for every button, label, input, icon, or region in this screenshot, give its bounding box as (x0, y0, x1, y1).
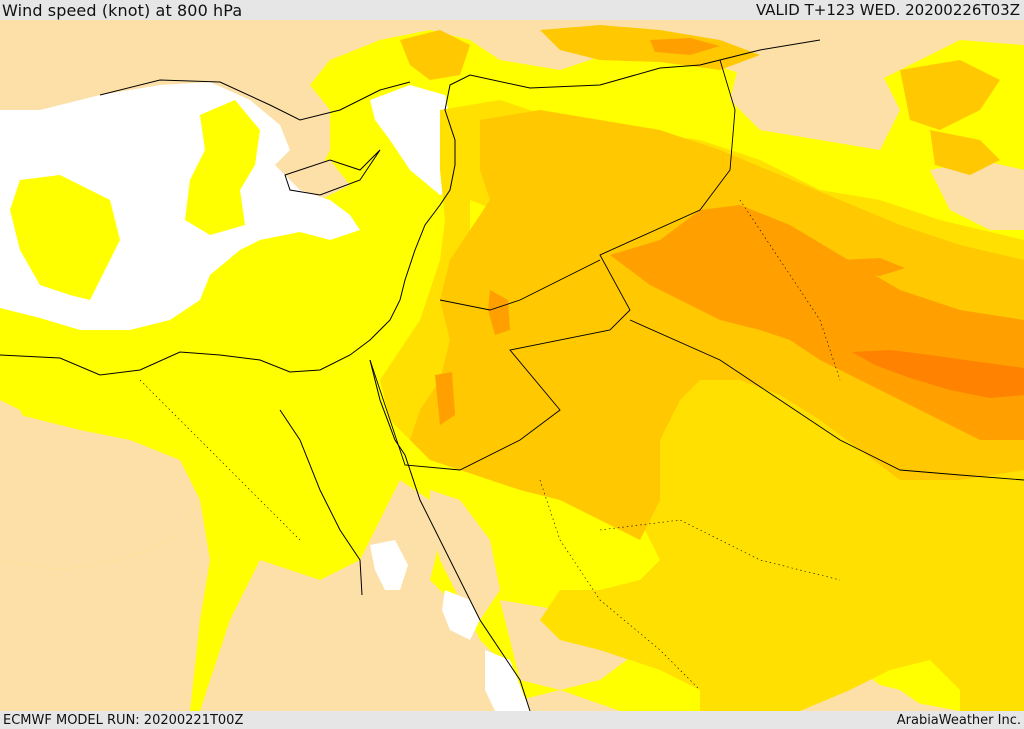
band-light-2 (430, 490, 500, 620)
model-run: ECMWF MODEL RUN: 20200221T00Z (3, 712, 244, 728)
band-orange-4 (435, 372, 455, 425)
band-yellow-blob (10, 175, 120, 300)
map-title: Wind speed (knot) at 800 hPa (2, 0, 243, 20)
band-white-5 (485, 650, 530, 711)
country-borders (369, 59, 1024, 481)
band-orange-2 (840, 258, 905, 276)
valid-time: VALID T+123 WED. 20200226T03Z (755, 1, 1020, 19)
band-amber (410, 110, 1024, 540)
band-yellow-blob-2 (185, 100, 260, 235)
band-light-7 (930, 160, 1024, 230)
band-light-1 (0, 500, 210, 711)
band-orange-3 (650, 38, 720, 55)
band-amber-5 (930, 130, 1000, 175)
footer-bar: ECMWF MODEL RUN: 20200221T00Z ArabiaWeat… (0, 711, 1024, 729)
header-bar: Wind speed (knot) at 800 hPa VALID T+123… (0, 0, 1024, 20)
band-amber-3 (540, 25, 760, 70)
band-amber-2 (400, 30, 470, 80)
band-white-3 (370, 540, 408, 590)
band-dark-orange (852, 350, 1024, 398)
band-orange-5 (488, 290, 510, 335)
region-borders (139, 199, 841, 691)
band-light-6 (730, 50, 900, 150)
band-light-4 (0, 400, 30, 440)
credit: ArabiaWeather Inc. (896, 712, 1021, 728)
band-white-4 (442, 590, 480, 640)
wind-speed-map (0, 20, 1024, 711)
band-orange (610, 205, 1024, 440)
band-white-2 (370, 85, 460, 195)
coastlines (0, 39, 821, 711)
band-amber-4 (900, 60, 1000, 130)
band-light-8 (860, 680, 930, 711)
